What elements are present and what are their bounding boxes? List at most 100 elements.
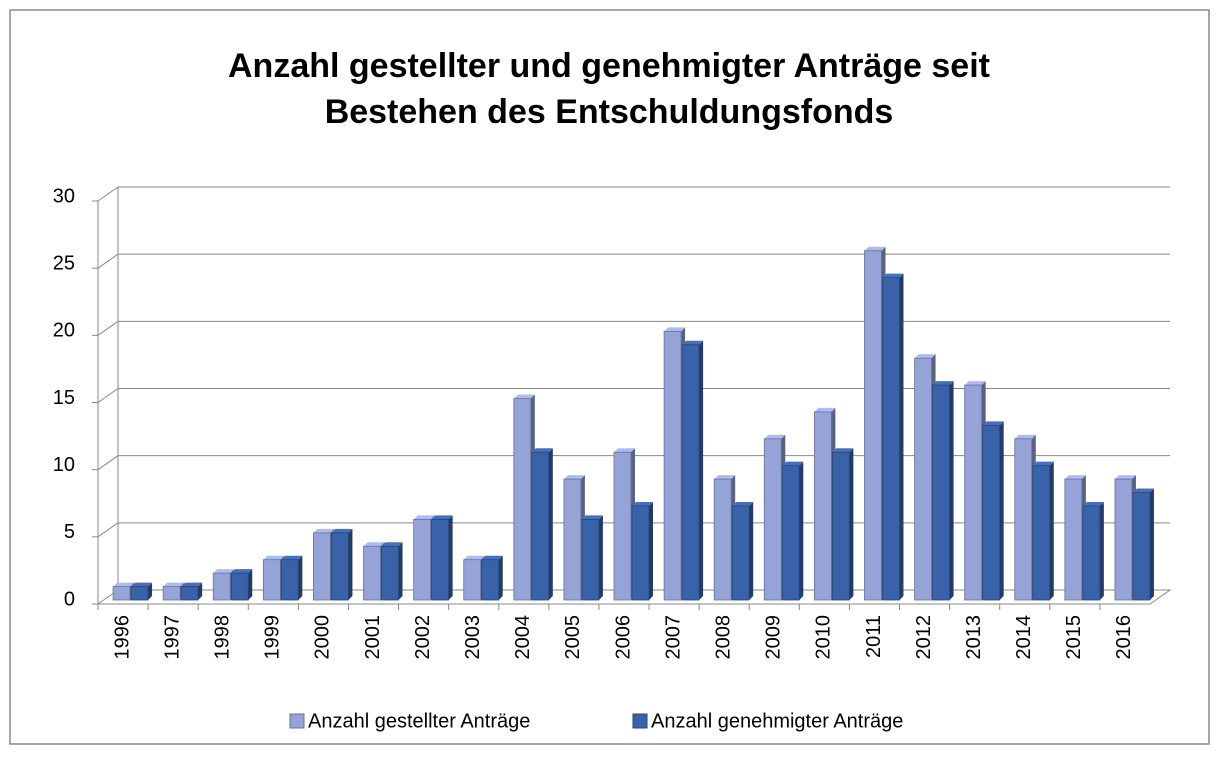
bar-top (832, 448, 854, 453)
bar-top (982, 421, 1004, 426)
bar (1132, 492, 1151, 601)
bar (1064, 478, 1083, 601)
bar-top (463, 555, 485, 560)
bar-top (732, 501, 754, 506)
grid-line (97, 253, 1170, 269)
x-tick-label: 2007 (662, 615, 684, 660)
bar-top (131, 582, 153, 587)
bar-top (914, 354, 936, 359)
bar (882, 277, 900, 601)
x-tick-label: 2014 (1013, 615, 1035, 660)
y-tick-label: 20 (53, 320, 75, 342)
bar-top (231, 569, 253, 574)
x-tick-label: 1999 (262, 615, 284, 660)
bar-top (682, 340, 704, 345)
y-tick-label: 15 (53, 387, 75, 409)
bar (531, 451, 550, 601)
bar-side (1099, 501, 1104, 600)
x-tick-label: 2006 (612, 615, 634, 660)
bar (613, 451, 632, 601)
bar (663, 330, 682, 601)
bar-top (281, 555, 303, 560)
bar (1032, 465, 1051, 601)
bar-top (563, 475, 585, 480)
bar-top (764, 434, 786, 439)
x-tick-label: 2009 (763, 615, 785, 660)
bar-top (932, 381, 954, 386)
x-tick-label: 2002 (412, 615, 434, 660)
bar (713, 478, 732, 601)
bar (681, 344, 700, 601)
bar (763, 438, 782, 601)
bar (481, 559, 500, 601)
chart-title: Anzahl gestellter und genehmigter Anträg… (228, 47, 990, 85)
y-tick-label: 10 (53, 454, 75, 476)
bar-top (782, 461, 804, 466)
x-tick-label: 2008 (712, 615, 734, 660)
bar (1014, 438, 1033, 601)
bar-top (531, 448, 553, 453)
legend-swatch (632, 713, 648, 729)
bar (313, 532, 331, 601)
legend-label: Anzahl gestellter Anträge (308, 710, 530, 732)
chart-title: Bestehen des Entschuldungsfonds (325, 93, 894, 131)
bar-top (1064, 475, 1086, 480)
x-tick-label: 2005 (562, 615, 584, 660)
bar-top (481, 555, 503, 560)
bar-top (1014, 434, 1036, 439)
bar-top (431, 515, 453, 520)
bar (381, 545, 399, 601)
x-tick-label: 2013 (963, 615, 985, 660)
grid-line (97, 320, 1170, 336)
bar-top (313, 528, 335, 533)
bar-side (649, 501, 653, 600)
bar-top (664, 327, 686, 332)
bar-side (298, 555, 303, 600)
bar (363, 545, 381, 601)
bar (262, 559, 281, 601)
bar (1114, 478, 1133, 601)
bar (982, 424, 1001, 601)
bar-side (548, 448, 553, 600)
bar-top (1032, 461, 1054, 466)
x-tick-label: 1998 (212, 615, 234, 660)
bar-top (263, 555, 285, 560)
bar-side (899, 273, 904, 600)
bar-top (1114, 475, 1136, 480)
grid-line (97, 186, 1170, 202)
bar-top (864, 246, 886, 251)
grid-line (97, 388, 1170, 403)
bar-side (348, 528, 353, 600)
bar (831, 451, 850, 601)
bar (431, 519, 450, 601)
bar (1082, 505, 1101, 601)
x-tick-label: 1996 (111, 615, 133, 660)
bar (932, 384, 950, 601)
bar (413, 519, 432, 601)
bar (781, 465, 800, 601)
bar-side (1049, 461, 1054, 600)
bar-top (181, 582, 203, 587)
x-tick-label: 2000 (312, 615, 334, 660)
bar (581, 519, 600, 601)
x-tick-label: 2001 (362, 615, 384, 660)
bar (631, 505, 650, 601)
bar (731, 505, 750, 601)
x-tick-label: 2012 (913, 615, 935, 660)
bar (230, 572, 249, 601)
bar-side (148, 582, 153, 600)
bar-side (999, 421, 1004, 600)
bar-top (882, 273, 904, 278)
bar-top (331, 528, 353, 533)
x-tick-label: 2015 (1063, 615, 1085, 660)
bar-top (1132, 488, 1154, 493)
bar (563, 478, 582, 601)
bar-side (598, 515, 603, 600)
bar-top (964, 381, 986, 386)
x-tick-label: 2011 (863, 615, 885, 658)
bar-side (699, 340, 704, 600)
bar-top (363, 542, 385, 547)
bar (112, 586, 131, 601)
bar-top (714, 475, 736, 480)
bar (280, 559, 299, 601)
